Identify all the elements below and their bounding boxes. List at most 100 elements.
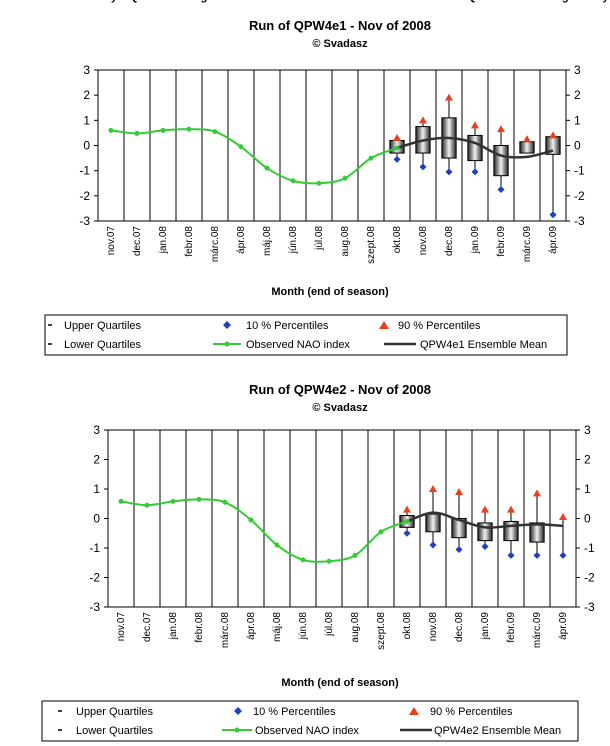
p90-marker bbox=[445, 93, 453, 101]
quartile-box bbox=[451, 518, 467, 539]
x-tick-label: febr.08 bbox=[194, 612, 205, 643]
observed-point bbox=[160, 127, 166, 133]
x-tick-label: ápr.09 bbox=[548, 226, 559, 254]
p10-legend-marker bbox=[234, 707, 242, 715]
y-tick-label-left: -3 bbox=[79, 214, 90, 228]
p10-marker bbox=[393, 155, 401, 163]
chart-1-legend-upper-quartiles: Upper Quartiles bbox=[64, 320, 142, 332]
chart-2-legend-ensemble-mean: QPW4e2 Ensemble Mean bbox=[434, 725, 561, 737]
observed-point bbox=[404, 518, 410, 524]
p90-marker bbox=[429, 485, 437, 492]
y-tick-label-left: -1 bbox=[79, 164, 90, 178]
quartile-box bbox=[425, 513, 441, 533]
y-tick-label-right: -3 bbox=[584, 600, 595, 614]
observed-point bbox=[144, 502, 150, 508]
y-tick-label-left: 3 bbox=[93, 423, 100, 437]
y-tick-label-right: 1 bbox=[574, 113, 581, 127]
p10-marker bbox=[403, 529, 411, 537]
p90-marker bbox=[497, 125, 505, 133]
observed-point bbox=[316, 180, 322, 186]
p10-marker bbox=[445, 168, 453, 176]
observed-point bbox=[196, 496, 202, 502]
chart-1-x-axis-title: Month (end of season) bbox=[271, 286, 389, 298]
y-tick-label-right: -1 bbox=[584, 541, 595, 555]
p10-marker bbox=[533, 551, 541, 559]
p90-marker bbox=[471, 121, 479, 129]
chart-1-legend-box bbox=[44, 314, 568, 356]
y-tick-label-right: 0 bbox=[584, 512, 591, 526]
p90-marker bbox=[393, 133, 401, 141]
p90-marker bbox=[523, 135, 531, 143]
x-tick-label: nov.08 bbox=[428, 612, 439, 642]
chart-1-legend: Upper Quartiles 10 % Percentiles 90 % Pe… bbox=[44, 314, 568, 356]
chart-2-legend-box bbox=[41, 700, 579, 742]
observed-point bbox=[352, 552, 358, 558]
p10-marker bbox=[419, 163, 427, 171]
x-tick-label: okt.08 bbox=[392, 226, 403, 254]
chart-1-y-axis-title: Standardized 3-month running mean NAO in… bbox=[48, 0, 243, 3]
x-tick-label: aug.08 bbox=[350, 612, 361, 643]
y-tick-label-left: 2 bbox=[93, 453, 100, 467]
y-tick-label-right: 3 bbox=[584, 423, 591, 437]
chart-2-legend-p90: 90 % Percentiles bbox=[430, 706, 513, 718]
chart-1-subtitle: © Svadasz bbox=[312, 38, 368, 50]
observed-point bbox=[170, 498, 176, 504]
observed-point bbox=[134, 130, 140, 136]
observed-point bbox=[108, 127, 114, 133]
p10-legend-marker bbox=[223, 321, 231, 329]
x-tick-label: ápr.08 bbox=[236, 226, 247, 254]
x-tick-label: márc.09 bbox=[522, 226, 533, 263]
observed-point bbox=[186, 126, 192, 132]
observed-legend-marker bbox=[224, 341, 230, 347]
x-tick-label: febr.08 bbox=[184, 226, 195, 257]
x-tick-label: dec.07 bbox=[142, 612, 153, 642]
p10-marker bbox=[429, 541, 437, 549]
p90-legend-marker bbox=[409, 707, 419, 715]
observed-point bbox=[118, 498, 124, 504]
y-tick-label-right: 3 bbox=[574, 63, 581, 77]
y-tick-label-left: -1 bbox=[89, 541, 100, 555]
p90-marker bbox=[455, 487, 463, 495]
y-tick-label-right: 2 bbox=[584, 453, 591, 467]
p90-marker bbox=[559, 513, 567, 521]
chart-1-legend-observed: Observed NAO index bbox=[246, 339, 350, 351]
x-tick-label: febr.09 bbox=[496, 226, 507, 257]
p10-marker bbox=[471, 168, 479, 176]
observed-point bbox=[222, 499, 228, 505]
observed-point bbox=[394, 145, 400, 151]
y-tick-label-left: 3 bbox=[83, 63, 90, 77]
y-tick-label-left: -3 bbox=[89, 600, 100, 614]
x-tick-label: márc.08 bbox=[220, 612, 231, 649]
quartile-box bbox=[519, 141, 535, 154]
chart-1-plot-area: -3 -3 -2 -2 -1 -1 0 0 1 1 2 2 3 3 nov.07 dec.07 jan.08 fe… bbox=[79, 63, 585, 264]
observed-point bbox=[368, 155, 374, 161]
x-tick-label: júl.08 bbox=[324, 612, 335, 637]
p90-marker bbox=[419, 116, 427, 124]
chart-2-y-axis-title-line-3: and forecast bbox=[487, 0, 553, 3]
chart-1-legend-p10: 10 % Percentiles bbox=[246, 320, 329, 332]
x-tick-label: dec.08 bbox=[454, 612, 465, 642]
x-tick-label: febr.09 bbox=[506, 612, 517, 643]
observed-legend-marker bbox=[234, 727, 240, 733]
y-tick-label-right: 0 bbox=[574, 139, 581, 153]
observed-point bbox=[212, 129, 218, 135]
y-tick-label-left: 0 bbox=[83, 139, 90, 153]
chart-2-y-axis-title-line-2: index and QPW4 seasonal NAO analysis bbox=[413, 0, 610, 3]
observed-point bbox=[274, 542, 280, 548]
x-tick-label: jún.08 bbox=[288, 226, 299, 255]
chart-2-y-axis-title: Standardized 3-month running mean NAO in… bbox=[409, 0, 610, 3]
x-tick-label: aug.08 bbox=[340, 226, 351, 257]
x-tick-label: júl.08 bbox=[314, 226, 325, 251]
y-tick-label-right: 1 bbox=[584, 482, 591, 496]
x-tick-label: szept.08 bbox=[366, 226, 377, 264]
chart-1-y-axis-title-line-3: analysis and forecast bbox=[89, 0, 201, 3]
p10-marker bbox=[549, 211, 557, 219]
x-tick-label: nov.07 bbox=[106, 226, 117, 256]
x-tick-label: okt.08 bbox=[402, 612, 413, 640]
p10-marker bbox=[481, 543, 489, 551]
y-tick-label-right: -2 bbox=[584, 571, 595, 585]
chart-2-title: Run of QPW4e2 - Nov of 2008 bbox=[249, 382, 431, 397]
observed-point bbox=[238, 144, 244, 150]
observed-point bbox=[290, 178, 296, 184]
